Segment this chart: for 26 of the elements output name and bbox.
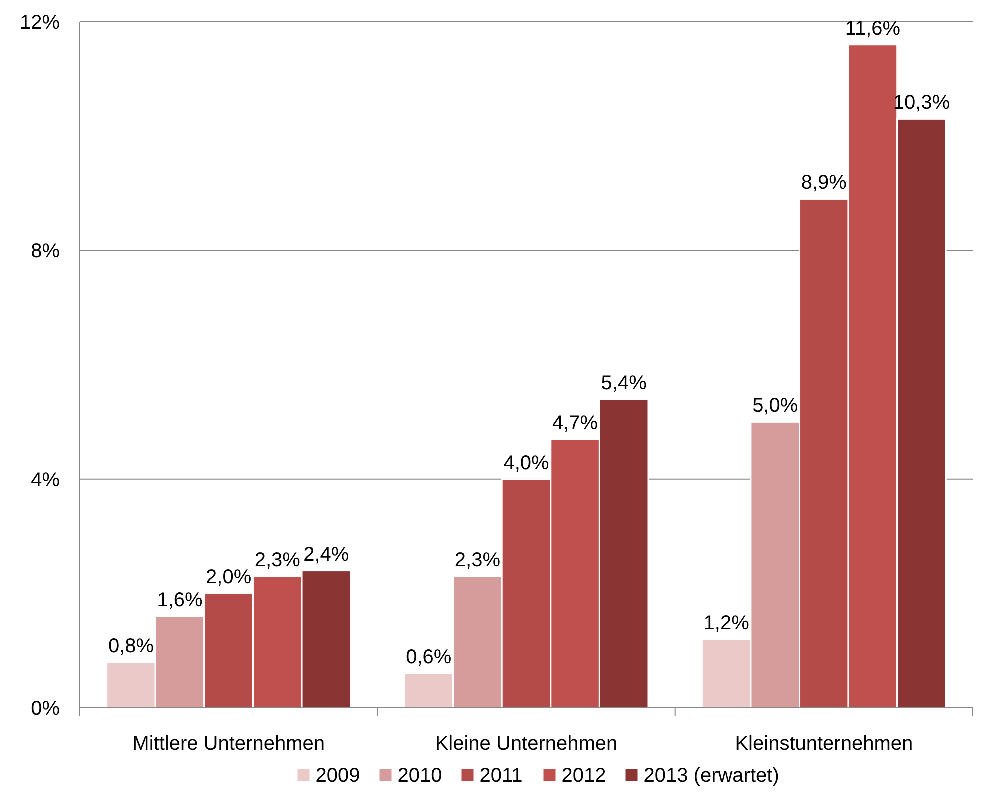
legend-label: 2012 <box>562 765 606 787</box>
y-tick-label: 4% <box>31 469 60 492</box>
data-label: 5,4% <box>601 372 648 394</box>
data-label: 1,2% <box>704 612 750 634</box>
x-tick-label: Kleinstunternehmen <box>735 733 914 755</box>
legend-label: 2013 (erwartet) <box>644 765 780 787</box>
data-label: 4,7% <box>552 412 598 434</box>
data-label: 0,8% <box>108 635 154 658</box>
data-label: 2,3% <box>454 550 501 572</box>
data-label: 0,6% <box>406 646 452 669</box>
y-tick-label: 8% <box>31 240 60 263</box>
data-label: 11,6% <box>845 18 901 40</box>
y-tick-label: 0% <box>31 698 60 720</box>
data-label: 1,6% <box>157 590 204 612</box>
data-label: 4,0% <box>504 452 550 474</box>
legend-label: 2010 <box>398 765 442 787</box>
data-label: 5,0% <box>752 395 798 418</box>
data-label: 8,9% <box>801 172 848 194</box>
y-tick-label: 12% <box>20 12 60 34</box>
x-tick-label: Mittlere Unternehmen <box>132 733 325 755</box>
data-label: 2,4% <box>304 544 350 566</box>
x-tick-label: Kleine Unternehmen <box>435 733 618 755</box>
data-label: 2,0% <box>206 566 252 589</box>
data-label: 2,3% <box>254 550 301 572</box>
legend-label: 2009 <box>316 765 360 787</box>
legend-label: 2011 <box>480 765 523 787</box>
